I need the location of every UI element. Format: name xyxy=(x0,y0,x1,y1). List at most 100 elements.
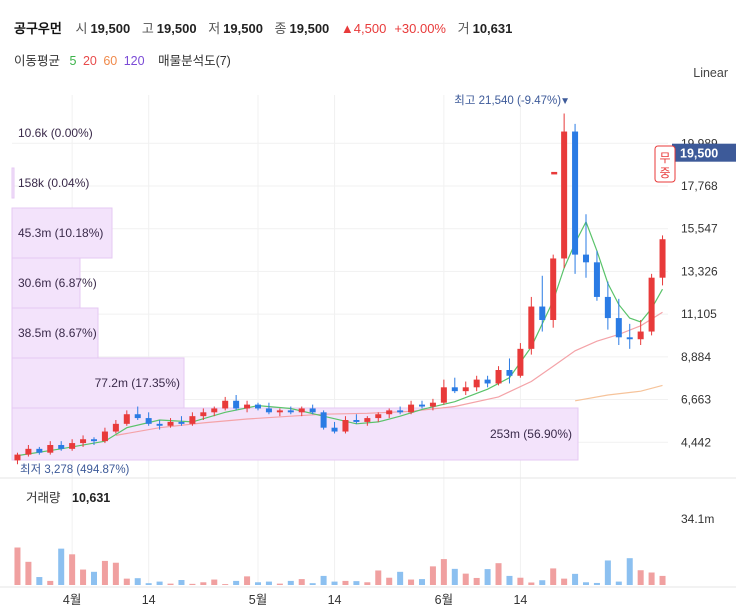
candle-body xyxy=(58,445,65,449)
volume-bar xyxy=(375,570,382,585)
volume-profile-label: 38.5m (8.67%) xyxy=(18,326,97,340)
candle-body xyxy=(309,408,316,413)
volume-bars xyxy=(14,547,666,585)
candle-body xyxy=(429,402,436,407)
candle-body xyxy=(561,131,568,259)
volume-bar xyxy=(233,580,240,585)
volume-bar xyxy=(200,582,207,585)
volume-bar xyxy=(637,570,644,585)
volume-profile-bar xyxy=(11,357,185,409)
candle-body xyxy=(254,404,262,409)
candle-body xyxy=(484,379,491,384)
volume-bar xyxy=(517,577,524,585)
date-tick-label: 5월 xyxy=(249,593,267,607)
volume-bar xyxy=(451,568,458,585)
candle-body xyxy=(265,408,272,413)
volume-bar xyxy=(615,581,622,585)
volume-bar xyxy=(364,582,371,585)
volume-bar xyxy=(58,548,65,585)
candle-body xyxy=(101,431,108,442)
limit-up-badge xyxy=(654,145,676,183)
volume-pane-label: 거래량 xyxy=(26,491,61,505)
ma60-line xyxy=(574,384,663,402)
volume-bar xyxy=(287,580,294,585)
candle-body xyxy=(408,404,415,413)
volume-bar xyxy=(408,579,415,585)
candle-body xyxy=(145,418,152,424)
volume-bar xyxy=(244,576,251,585)
ma-label[interactable]: 이동평균 xyxy=(14,54,61,68)
candle-body xyxy=(211,408,218,413)
candle-body xyxy=(156,423,163,426)
volume-profile-label[interactable]: 매물분석도(7) xyxy=(158,54,231,68)
candle-body xyxy=(593,262,600,297)
volume-bar xyxy=(211,579,218,585)
volume-label: 거 xyxy=(457,21,470,36)
volume-bar xyxy=(254,582,262,585)
limit-up-text: 중 xyxy=(659,166,670,180)
volume-profile-label: 10.6k (0.00%) xyxy=(18,126,93,140)
volume-profile-bar xyxy=(11,167,15,199)
chart-labels: 최고 21,540 (-9.47%) ▼ 최저 3,278 (494.87%) 거래량… xyxy=(20,94,736,526)
limit-up-text: 무 xyxy=(659,151,670,165)
candle-body xyxy=(244,404,251,409)
ma-60: 60 xyxy=(103,54,118,68)
stock-name: 공구우먼 xyxy=(14,21,62,36)
open-value: 19,500 xyxy=(90,21,131,36)
date-tick-label: 14 xyxy=(513,593,527,607)
candle-body xyxy=(298,408,305,413)
candle-body xyxy=(386,410,393,415)
candle-body xyxy=(320,412,327,428)
ma-120: 120 xyxy=(123,54,145,68)
high-label: 고 xyxy=(141,21,154,36)
candle-body xyxy=(331,427,338,432)
indicator-legend[interactable]: 이동평균 5 20 60 120 매물분석도(7) xyxy=(14,50,237,69)
volume-bar xyxy=(604,560,611,585)
volume-bar xyxy=(572,573,579,585)
candle-body xyxy=(134,414,141,419)
candle-body xyxy=(222,400,229,409)
candle-body xyxy=(90,439,98,442)
volume-bar xyxy=(101,560,108,585)
max-price-label: 최고 21,540 (-9.47%) xyxy=(454,94,561,107)
price-marker xyxy=(551,171,558,175)
candle-body xyxy=(200,412,207,417)
volume-bar xyxy=(550,568,557,585)
open-label: 시 xyxy=(75,21,88,36)
candle-body xyxy=(36,448,43,453)
current-price-text: 19,500 xyxy=(680,147,718,161)
volume-profile-bar xyxy=(11,257,81,309)
current-price-tag xyxy=(672,143,736,162)
volume-bar xyxy=(69,554,76,585)
candle-body xyxy=(473,379,480,388)
candle-body xyxy=(418,404,426,407)
price-tick-label: 8,884 xyxy=(681,350,711,364)
candles xyxy=(14,113,666,465)
volume-bar xyxy=(626,558,633,585)
volume-bar xyxy=(123,578,130,585)
scale-toggle[interactable]: Linear xyxy=(693,66,728,80)
candle-body xyxy=(353,420,360,422)
candle-body xyxy=(648,277,655,332)
volume-bar xyxy=(80,569,87,585)
volume-profile-label: 77.2m (17.35%) xyxy=(95,376,180,390)
candle-body xyxy=(528,306,535,349)
volume-tick-label: 34.1m xyxy=(681,512,714,526)
volume-bar xyxy=(342,580,349,585)
high-value: 19,500 xyxy=(156,21,197,36)
volume-profile: 10.6k (0.00%) 158k (0.04%) 45.3m (10.18%) 3… xyxy=(11,126,579,461)
volume-bar xyxy=(265,581,272,585)
volume-bar xyxy=(462,573,469,585)
volume-bar xyxy=(648,572,655,585)
volume-profile-label: 30.6m (6.87%) xyxy=(18,276,97,290)
candle-body xyxy=(615,318,622,338)
date-tick-label: 6월 xyxy=(435,593,453,607)
volume-bar xyxy=(331,581,338,585)
max-marker-icon: ▼ xyxy=(560,96,570,107)
candle-body xyxy=(604,296,611,319)
candle-body xyxy=(440,387,447,403)
candle-body xyxy=(69,443,76,449)
price-tick-label: 4,442 xyxy=(681,435,711,449)
volume-bar xyxy=(506,575,513,585)
